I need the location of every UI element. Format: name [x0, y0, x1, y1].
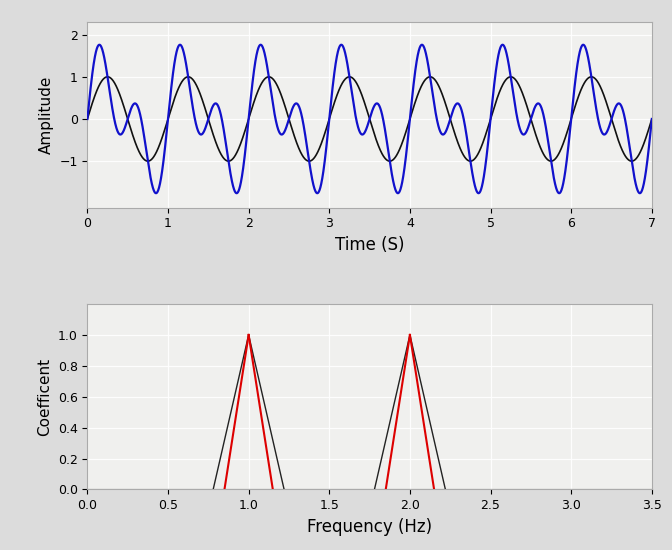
X-axis label: Time (S): Time (S) [335, 236, 405, 254]
Y-axis label: Amplitude: Amplitude [39, 75, 54, 154]
Y-axis label: Coefficent: Coefficent [37, 358, 52, 436]
X-axis label: Frequency (Hz): Frequency (Hz) [307, 518, 432, 536]
